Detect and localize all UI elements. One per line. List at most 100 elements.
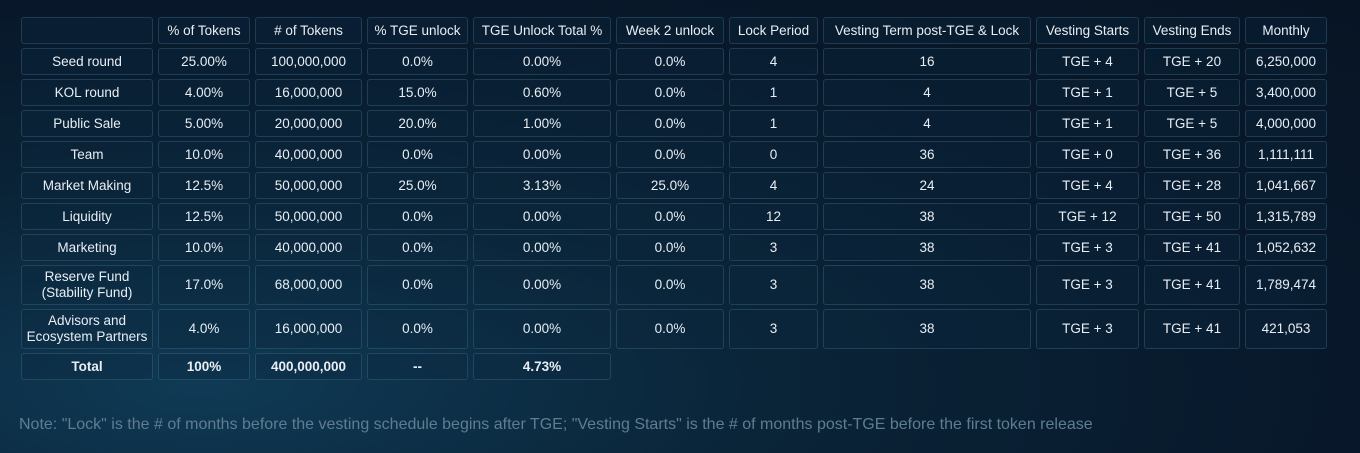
- cell-pct-tokens: 12.5%: [158, 172, 250, 199]
- header-row: % of Tokens # of Tokens % TGE unlock TGE…: [21, 17, 1327, 44]
- header-cell-week2-unlock: Week 2 unlock: [616, 17, 724, 44]
- cell-monthly: 3,400,000: [1245, 79, 1327, 106]
- cell-lock-period: 3: [729, 309, 818, 349]
- cell-lock-period: 0: [729, 141, 818, 168]
- cell-pct-tokens: 10.0%: [158, 141, 250, 168]
- cell-num-tokens: 40,000,000: [255, 234, 362, 261]
- cell-num-tokens: 68,000,000: [255, 265, 362, 305]
- cell-allocation-label: Public Sale: [21, 110, 153, 137]
- cell-vesting-term: 38: [823, 265, 1031, 305]
- cell-week2-unlock: 0.0%: [616, 265, 724, 305]
- cell-week2-unlock: 0.0%: [616, 203, 724, 230]
- cell-num-tokens: 16,000,000: [255, 79, 362, 106]
- total-tge-unlock: --: [367, 353, 468, 380]
- total-empty-cell: [1245, 353, 1327, 380]
- header-cell-vesting-term: Vesting Term post-TGE & Lock: [823, 17, 1031, 44]
- cell-vesting-term: 4: [823, 79, 1031, 106]
- total-label: Total: [21, 353, 153, 380]
- cell-allocation-label: Reserve Fund (Stability Fund): [21, 265, 153, 305]
- cell-tge-unlock: 0.0%: [367, 203, 468, 230]
- cell-lock-period: 1: [729, 110, 818, 137]
- cell-allocation-label: Seed round: [21, 48, 153, 75]
- cell-monthly: 1,315,789: [1245, 203, 1327, 230]
- header-cell-monthly: Monthly: [1245, 17, 1327, 44]
- header-cell-vesting-starts: Vesting Starts: [1036, 17, 1139, 44]
- cell-num-tokens: 50,000,000: [255, 203, 362, 230]
- cell-vesting-ends: TGE + 5: [1144, 79, 1240, 106]
- cell-monthly: 1,052,632: [1245, 234, 1327, 261]
- cell-monthly: 1,041,667: [1245, 172, 1327, 199]
- cell-week2-unlock: 25.0%: [616, 172, 724, 199]
- table-row: Reserve Fund (Stability Fund) 17.0% 68,000…: [21, 265, 1327, 305]
- total-empty-cell: [823, 353, 1031, 380]
- cell-vesting-starts: TGE + 3: [1036, 265, 1139, 305]
- cell-vesting-starts: TGE + 12: [1036, 203, 1139, 230]
- cell-num-tokens: 50,000,000: [255, 172, 362, 199]
- cell-pct-tokens: 25.00%: [158, 48, 250, 75]
- table-row: KOL round 4.00% 16,000,000 15.0% 0.60% 0.0% 1 4…: [21, 79, 1327, 106]
- cell-allocation-label: Liquidity: [21, 203, 153, 230]
- cell-vesting-starts: TGE + 1: [1036, 79, 1139, 106]
- cell-allocation-label: Market Making: [21, 172, 153, 199]
- cell-tge-unlock: 0.0%: [367, 141, 468, 168]
- cell-monthly: 1,111,111: [1245, 141, 1327, 168]
- cell-vesting-ends: TGE + 5: [1144, 110, 1240, 137]
- cell-pct-tokens: 12.5%: [158, 203, 250, 230]
- cell-monthly: 421,053: [1245, 309, 1327, 349]
- cell-vesting-term: 38: [823, 234, 1031, 261]
- cell-lock-period: 4: [729, 172, 818, 199]
- cell-vesting-ends: TGE + 20: [1144, 48, 1240, 75]
- cell-vesting-starts: TGE + 1: [1036, 110, 1139, 137]
- table-row: Public Sale 5.00% 20,000,000 20.0% 1.00% 0.0%…: [21, 110, 1327, 137]
- header-cell-tge-unlock-total: TGE Unlock Total %: [473, 17, 611, 44]
- cell-tge-unlock-total: 0.00%: [473, 203, 611, 230]
- table-row: Advisors and Ecosystem Partners 4.0% 16,00…: [21, 309, 1327, 349]
- total-empty-cell: [616, 353, 724, 380]
- table-row: Liquidity 12.5% 50,000,000 0.0% 0.00% 0.0% 12 3…: [21, 203, 1327, 230]
- cell-vesting-ends: TGE + 50: [1144, 203, 1240, 230]
- cell-vesting-starts: TGE + 3: [1036, 309, 1139, 349]
- cell-pct-tokens: 17.0%: [158, 265, 250, 305]
- cell-vesting-starts: TGE + 4: [1036, 172, 1139, 199]
- total-row: Total 100% 400,000,000 -- 4.73%: [21, 353, 1327, 380]
- header-cell-pct-tokens: % of Tokens: [158, 17, 250, 44]
- header-cell-corner: [21, 17, 153, 44]
- cell-week2-unlock: 0.0%: [616, 234, 724, 261]
- cell-tge-unlock-total: 0.00%: [473, 141, 611, 168]
- cell-vesting-ends: TGE + 41: [1144, 265, 1240, 305]
- cell-week2-unlock: 0.0%: [616, 309, 724, 349]
- cell-tge-unlock: 20.0%: [367, 110, 468, 137]
- cell-num-tokens: 100,000,000: [255, 48, 362, 75]
- header-cell-lock-period: Lock Period: [729, 17, 818, 44]
- cell-tge-unlock-total: 0.60%: [473, 79, 611, 106]
- table-row: Team 10.0% 40,000,000 0.0% 0.00% 0.0% 0 36 TGE +…: [21, 141, 1327, 168]
- total-pct-tokens: 100%: [158, 353, 250, 380]
- total-empty-cell: [729, 353, 818, 380]
- table-body: Seed round 25.00% 100,000,000 0.0% 0.00% 0.0%…: [21, 48, 1327, 380]
- cell-monthly: 1,789,474: [1245, 265, 1327, 305]
- cell-tge-unlock: 0.0%: [367, 265, 468, 305]
- table-row: Marketing 10.0% 40,000,000 0.0% 0.00% 0.0% 3 38…: [21, 234, 1327, 261]
- cell-tge-unlock-total: 0.00%: [473, 309, 611, 349]
- cell-monthly: 6,250,000: [1245, 48, 1327, 75]
- cell-num-tokens: 16,000,000: [255, 309, 362, 349]
- cell-tge-unlock-total: 0.00%: [473, 234, 611, 261]
- cell-tge-unlock: 0.0%: [367, 309, 468, 349]
- cell-tge-unlock: 0.0%: [367, 48, 468, 75]
- cell-vesting-term: 16: [823, 48, 1031, 75]
- cell-week2-unlock: 0.0%: [616, 110, 724, 137]
- total-num-tokens: 400,000,000: [255, 353, 362, 380]
- cell-lock-period: 1: [729, 79, 818, 106]
- cell-week2-unlock: 0.0%: [616, 141, 724, 168]
- cell-tge-unlock: 25.0%: [367, 172, 468, 199]
- cell-vesting-ends: TGE + 36: [1144, 141, 1240, 168]
- header-cell-vesting-ends: Vesting Ends: [1144, 17, 1240, 44]
- cell-lock-period: 3: [729, 234, 818, 261]
- cell-lock-period: 3: [729, 265, 818, 305]
- cell-vesting-term: 36: [823, 141, 1031, 168]
- cell-num-tokens: 20,000,000: [255, 110, 362, 137]
- total-empty-cell: [1036, 353, 1139, 380]
- cell-allocation-label: Team: [21, 141, 153, 168]
- total-tge-unlock-total: 4.73%: [473, 353, 611, 380]
